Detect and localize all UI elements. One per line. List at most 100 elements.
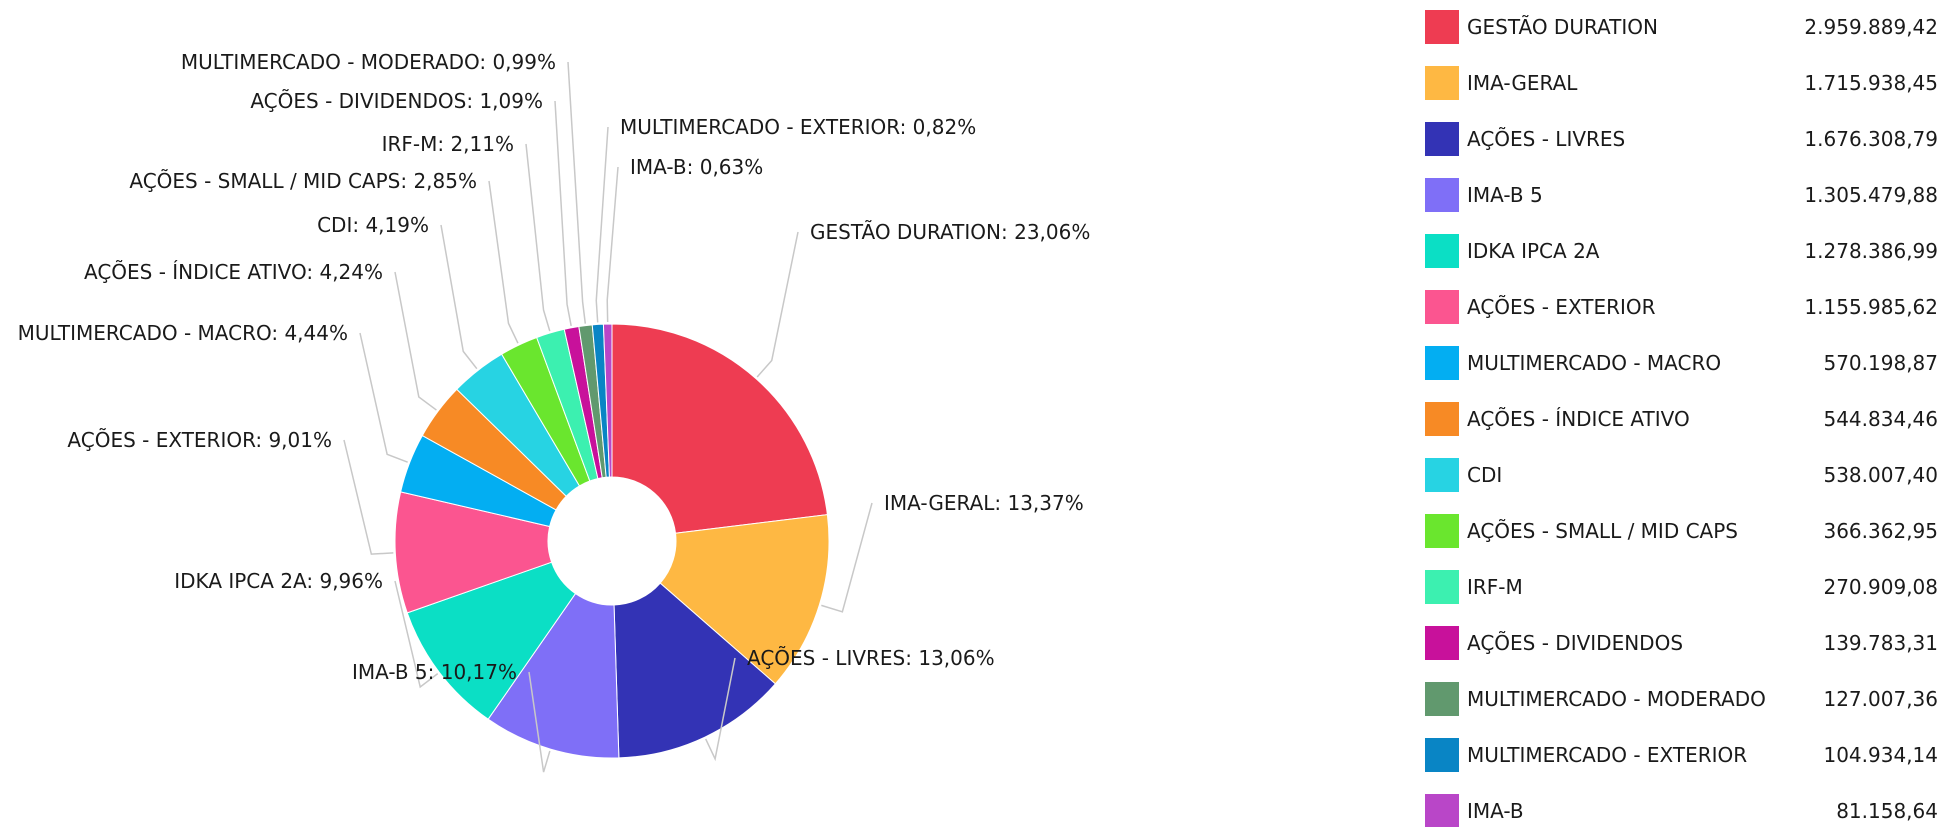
legend-label: AÇÕES - EXTERIOR <box>1467 295 1656 319</box>
leader-line <box>756 231 799 378</box>
legend-label: AÇÕES - SMALL / MID CAPS <box>1467 519 1738 543</box>
legend-label: MULTIMERCADO - MODERADO <box>1467 687 1766 711</box>
legend-value: 1.676.308,79 <box>1804 127 1938 151</box>
legend-item[interactable]: IRF-M 270.909,08 <box>1425 570 1940 626</box>
legend-value: 104.934,14 <box>1823 743 1938 767</box>
slice-label: AÇÕES - ÍNDICE ATIVO: 4,24% <box>84 260 383 284</box>
slice-label: IRF-M: 2,11% <box>382 132 514 156</box>
legend-swatch <box>1425 402 1459 436</box>
leader-line <box>595 126 609 323</box>
legend-swatch <box>1425 626 1459 660</box>
legend-swatch <box>1425 290 1459 324</box>
legend-swatch <box>1425 66 1459 100</box>
leader-line <box>359 332 408 463</box>
legend-label: IMA-B <box>1467 799 1524 823</box>
legend-item[interactable]: GESTÃO DURATION 2.959.889,42 <box>1425 10 1940 66</box>
slice-label: AÇÕES - DIVIDENDOS: 1,09% <box>250 89 543 113</box>
legend-item[interactable]: CDI 538.007,40 <box>1425 458 1940 514</box>
legend-swatch <box>1425 794 1459 827</box>
legend-item[interactable]: AÇÕES - DIVIDENDOS 139.783,31 <box>1425 626 1940 682</box>
legend-value: 270.909,08 <box>1823 575 1938 599</box>
legend-label: AÇÕES - ÍNDICE ATIVO <box>1467 407 1690 431</box>
legend-swatch <box>1425 10 1459 44</box>
pie-slice[interactable] <box>487 592 620 759</box>
legend-swatch <box>1425 458 1459 492</box>
legend-swatch <box>1425 122 1459 156</box>
pie-slice[interactable] <box>394 491 553 614</box>
slice-label: CDI: 4,19% <box>317 213 429 237</box>
donut-slices <box>394 323 830 759</box>
slice-label: IMA-GERAL: 13,37% <box>884 491 1084 515</box>
pie-slice[interactable] <box>611 323 828 534</box>
legend-swatch <box>1425 738 1459 772</box>
slice-label: AÇÕES - LIVRES: 13,06% <box>747 646 995 670</box>
legend-swatch <box>1425 178 1459 212</box>
legend-item[interactable]: AÇÕES - LIVRES 1.676.308,79 <box>1425 122 1940 178</box>
legend-item[interactable]: IMA-B 81.158,64 <box>1425 794 1940 827</box>
legend-label: AÇÕES - DIVIDENDOS <box>1467 631 1684 655</box>
slice-label: IMA-B 5: 10,17% <box>352 660 517 684</box>
label-leader-lines <box>343 61 873 773</box>
legend-item[interactable]: MULTIMERCADO - MODERADO 127.007,36 <box>1425 682 1940 738</box>
pie-slice[interactable] <box>602 323 613 478</box>
legend-item[interactable]: MULTIMERCADO - EXTERIOR 104.934,14 <box>1425 738 1940 794</box>
legend-item[interactable]: IMA-B 5 1.305.479,88 <box>1425 178 1940 234</box>
leader-line <box>606 166 619 323</box>
slice-label: IDKA IPCA 2A: 9,96% <box>174 569 383 593</box>
legend-value: 1.305.479,88 <box>1804 183 1938 207</box>
leader-line <box>525 143 551 332</box>
leader-line <box>343 439 394 555</box>
legend-label: MULTIMERCADO - MACRO <box>1467 351 1722 375</box>
leader-line <box>705 657 736 762</box>
leader-line <box>554 100 572 326</box>
legend-label: AÇÕES - LIVRES <box>1467 127 1626 151</box>
legend-swatch <box>1425 346 1459 380</box>
legend-value: 366.362,95 <box>1823 519 1938 543</box>
leader-line <box>394 580 439 689</box>
legend-value: 544.834,46 <box>1823 407 1938 431</box>
legend-item[interactable]: IDKA IPCA 2A 1.278.386,99 <box>1425 234 1940 290</box>
legend-swatch <box>1425 570 1459 604</box>
pie-slice[interactable] <box>406 561 577 720</box>
leader-line <box>821 502 873 613</box>
legend-value: 1.715.938,45 <box>1804 71 1938 95</box>
slice-labels: GESTÃO DURATION: 23,06% IMA-GERAL: 13,37%… <box>18 50 1091 684</box>
slice-label: MULTIMERCADO - EXTERIOR: 0,82% <box>620 115 976 139</box>
legend-label: IMA-B 5 <box>1467 183 1543 207</box>
legend-label: MULTIMERCADO - EXTERIOR <box>1467 743 1748 767</box>
leader-line <box>528 671 551 773</box>
legend-label: IRF-M <box>1467 575 1523 599</box>
slice-label: AÇÕES - SMALL / MID CAPS: 2,85% <box>129 169 477 193</box>
pie-slice[interactable] <box>613 582 777 759</box>
legend-value: 570.198,87 <box>1823 351 1938 375</box>
slice-label: MULTIMERCADO - MODERADO: 0,99% <box>181 50 556 74</box>
legend-item[interactable]: IMA-GERAL 1.715.938,45 <box>1425 66 1940 122</box>
legend-value: 538.007,40 <box>1823 463 1938 487</box>
legend-value: 127.007,36 <box>1823 687 1938 711</box>
slice-label: MULTIMERCADO - MACRO: 4,44% <box>18 321 348 345</box>
legend-item[interactable]: AÇÕES - SMALL / MID CAPS 366.362,95 <box>1425 514 1940 570</box>
legend-swatch <box>1425 682 1459 716</box>
slice-label: AÇÕES - EXTERIOR: 9,01% <box>67 428 332 452</box>
legend-swatch <box>1425 234 1459 268</box>
pie-slice[interactable] <box>659 514 830 685</box>
legend-value: 2.959.889,42 <box>1804 15 1938 39</box>
legend-label: GESTÃO DURATION <box>1467 15 1658 39</box>
leader-line <box>394 271 437 411</box>
legend-value: 1.155.985,62 <box>1804 295 1938 319</box>
legend-label: IDKA IPCA 2A <box>1467 239 1600 263</box>
slice-label: IMA-B: 0,63% <box>630 155 763 179</box>
legend-item[interactable]: MULTIMERCADO - MACRO 570.198,87 <box>1425 346 1940 402</box>
legend-value: 1.278.386,99 <box>1804 239 1938 263</box>
chart-legend: GESTÃO DURATION 2.959.889,42 IMA-GERAL 1.71… <box>1425 10 1940 827</box>
slice-label: GESTÃO DURATION: 23,06% <box>810 220 1090 244</box>
leader-line <box>488 180 519 344</box>
leader-line <box>567 61 587 324</box>
legend-label: IMA-GERAL <box>1467 71 1578 95</box>
leader-line <box>440 224 478 370</box>
legend-swatch <box>1425 514 1459 548</box>
legend-item[interactable]: AÇÕES - EXTERIOR 1.155.985,62 <box>1425 290 1940 346</box>
legend-value: 81.158,64 <box>1836 799 1938 823</box>
donut-chart: GESTÃO DURATION: 23,06% IMA-GERAL: 13,37%… <box>18 50 1091 773</box>
legend-item[interactable]: AÇÕES - ÍNDICE ATIVO 544.834,46 <box>1425 402 1940 458</box>
